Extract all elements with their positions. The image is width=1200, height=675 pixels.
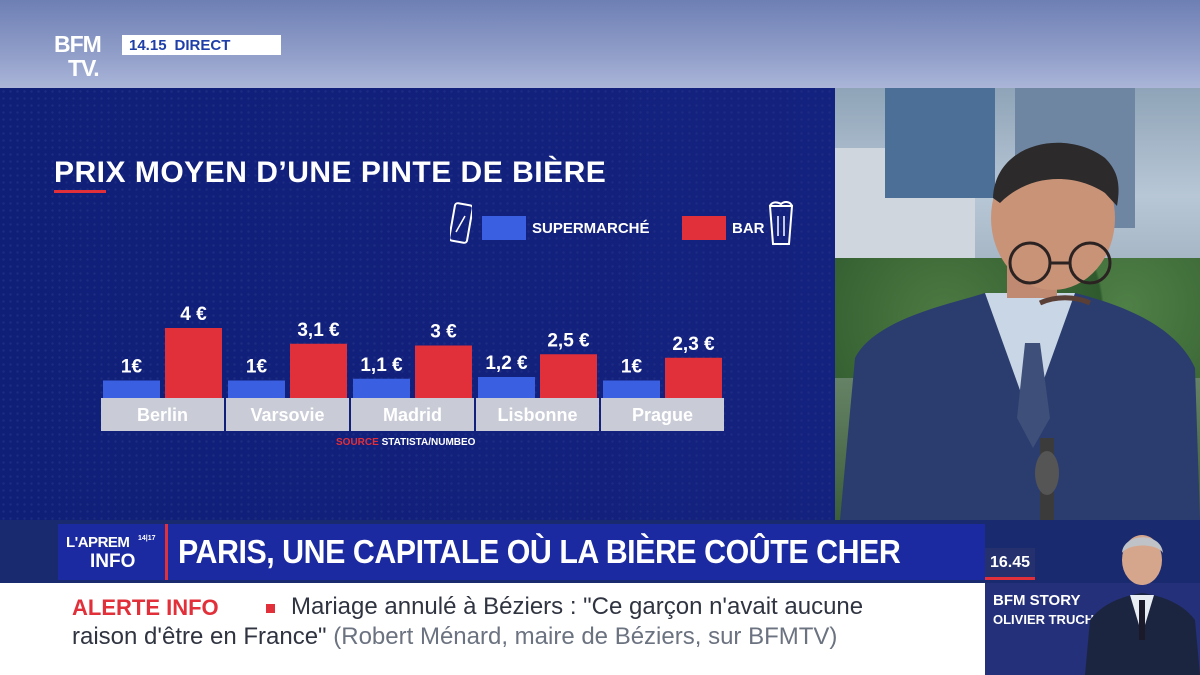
chart-title: PRIX MOYEN D’UNE PINTE DE BIÈRE bbox=[54, 156, 607, 189]
alert-bullet-icon bbox=[266, 604, 275, 613]
category-label: Lisbonne bbox=[498, 405, 578, 425]
bar-supermarche bbox=[603, 380, 660, 398]
topic-bar: L'APREM 14|17 INFO PARIS, UNE CAPITALE O… bbox=[58, 524, 985, 580]
bar-supermarche bbox=[353, 378, 410, 398]
legend-swatch-bar bbox=[682, 216, 726, 240]
data-label: 1€ bbox=[246, 357, 268, 378]
live-indicator: 14.15 DIRECT bbox=[122, 35, 281, 55]
topic-headline: PARIS, UNE CAPITALE OÙ LA BIÈRE COÛTE CH… bbox=[178, 533, 901, 570]
category-box bbox=[226, 398, 349, 431]
legend-label-bar: BAR bbox=[732, 220, 765, 237]
presenter-figure bbox=[840, 142, 1200, 520]
data-label: 1€ bbox=[121, 357, 143, 378]
logo-line-2: TV. bbox=[68, 55, 100, 81]
bar-chart: Berlin 1€ 4 € Varsovie 1€ 3,1 € Madrid 1,1 € 3 €… bbox=[101, 304, 724, 431]
data-label: 3 € bbox=[430, 322, 457, 343]
ticker-quote: raison d'être en France" bbox=[72, 623, 327, 650]
category-label: Berlin bbox=[137, 405, 188, 425]
source-text: STATISTA/NUMBEO bbox=[381, 437, 476, 448]
bar-supermarche bbox=[478, 377, 535, 398]
beer-glass-icon bbox=[768, 200, 794, 245]
data-label: 1,1 € bbox=[360, 355, 403, 376]
program-badge: L'APREM 14|17 INFO bbox=[58, 524, 168, 580]
badge-time: 14|17 bbox=[138, 535, 156, 542]
chart-source: SOURCE STATISTA/NUMBEO bbox=[336, 437, 475, 448]
show-host: OLIVIER TRUCHOT bbox=[993, 612, 1113, 627]
legend-label-supermarche: SUPERMARCHÉ bbox=[532, 220, 650, 237]
category-box bbox=[601, 398, 724, 431]
bfmtv-logo: BFM TV. bbox=[54, 32, 116, 84]
data-label: 4 € bbox=[180, 304, 207, 325]
logo-line-1: BFM bbox=[54, 31, 102, 57]
alert-label: ALERTE INFO bbox=[72, 595, 219, 620]
chart-legend: SUPERMARCHÉ BAR bbox=[450, 200, 800, 250]
ticker-attribution: (Robert Ménard, maire de Béziers, sur BF… bbox=[333, 623, 838, 650]
title-underline bbox=[54, 190, 106, 193]
data-label: 3,1 € bbox=[297, 320, 340, 341]
category-box bbox=[476, 398, 599, 431]
bar-bar bbox=[665, 357, 722, 398]
category-box bbox=[101, 398, 224, 431]
data-label: 1,2 € bbox=[485, 353, 528, 374]
ticker-line-1: Mariage annulé à Béziers : "Ce garçon n'… bbox=[291, 593, 864, 620]
bar-supermarche bbox=[228, 380, 285, 398]
badge-line-2: INFO bbox=[90, 551, 136, 572]
smartphone-icon bbox=[450, 202, 472, 244]
data-label: 1€ bbox=[621, 357, 643, 378]
data-label: 2,5 € bbox=[547, 330, 590, 351]
building bbox=[885, 88, 995, 198]
show-name: BFM STORY bbox=[993, 592, 1081, 609]
bar-bar bbox=[540, 354, 597, 398]
bar-bar bbox=[290, 343, 347, 398]
category-label: Varsovie bbox=[250, 405, 324, 425]
data-label: 2,3 € bbox=[672, 334, 715, 355]
legend-swatch-supermarche bbox=[482, 216, 526, 240]
chart-panel bbox=[0, 88, 835, 520]
live-label: DIRECT bbox=[174, 36, 231, 54]
live-time: 14.15 bbox=[129, 36, 167, 54]
category-label: Madrid bbox=[383, 405, 442, 425]
host-photo bbox=[1085, 535, 1200, 675]
studio-camera-view bbox=[835, 88, 1200, 520]
category-label: Prague bbox=[632, 405, 693, 425]
bar-supermarche bbox=[103, 380, 160, 398]
bar-bar bbox=[165, 328, 222, 398]
category-box bbox=[351, 398, 474, 431]
badge-line-1: L'APREM bbox=[66, 534, 130, 551]
source-label: SOURCE bbox=[336, 437, 379, 448]
news-ticker: ALERTE INFO Mariage annulé à Béziers : "… bbox=[0, 583, 985, 675]
clock: 16.45 bbox=[985, 548, 1035, 580]
ticker-line-2: raison d'être en France" (Robert Ménard,… bbox=[72, 623, 837, 651]
bar-bar bbox=[415, 345, 472, 398]
